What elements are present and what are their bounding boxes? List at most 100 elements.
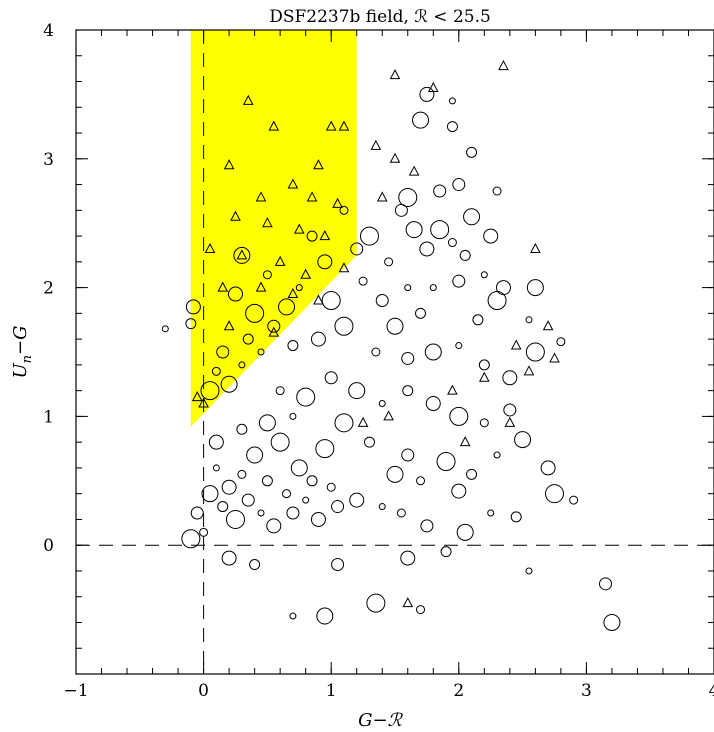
- triangle-point: [408, 165, 420, 176]
- circle-point: [296, 387, 316, 407]
- chart-title: DSF2237b field, ℛ < 25.5: [269, 7, 491, 27]
- x-tick-label: 1: [326, 681, 337, 701]
- circle-point: [316, 607, 334, 625]
- plot-area: [76, 30, 714, 674]
- circle-point: [317, 254, 333, 270]
- triangle-point: [530, 242, 541, 253]
- circle-point: [349, 492, 365, 508]
- circle-point: [466, 468, 478, 480]
- circle-point: [278, 298, 296, 316]
- circle-point: [290, 459, 308, 477]
- circle-point: [226, 509, 245, 529]
- circle-point: [350, 242, 364, 256]
- circle-point: [452, 178, 466, 192]
- circle-point: [257, 348, 265, 356]
- circle-point: [487, 290, 507, 310]
- circle-point: [545, 484, 564, 504]
- circle-point: [371, 347, 381, 357]
- y-tick-label: 1: [43, 407, 54, 427]
- circle-point: [424, 343, 442, 361]
- x-tick-label: 4: [709, 681, 714, 701]
- triangle-point: [287, 178, 299, 189]
- circle-point: [211, 366, 221, 376]
- circle-point: [348, 382, 366, 400]
- circle-point: [569, 495, 579, 505]
- circle-point: [404, 284, 412, 292]
- circle-point: [241, 493, 255, 507]
- circle-point: [415, 307, 427, 319]
- triangle-point: [510, 339, 522, 350]
- plot-frame: [75, 29, 714, 675]
- circle-point: [185, 318, 197, 330]
- circle-point: [295, 284, 303, 292]
- triangle-point: [191, 391, 203, 402]
- x-axis-ticks: −1 0 1 2 3 4: [63, 30, 714, 701]
- circle-point: [455, 342, 463, 350]
- triangle-point: [376, 191, 388, 202]
- y-tick-label: 3: [43, 150, 54, 170]
- circle-point: [451, 483, 467, 499]
- triangle-point: [268, 120, 280, 131]
- circle-point: [378, 400, 386, 408]
- circle-point: [270, 432, 290, 452]
- circle-point: [401, 448, 415, 462]
- circle-point: [216, 345, 230, 359]
- circle-point: [526, 279, 544, 297]
- circle-point: [440, 546, 452, 558]
- circle-point: [306, 475, 318, 487]
- circle-point: [161, 325, 169, 333]
- circle-point: [480, 271, 488, 279]
- triangle-point: [223, 320, 235, 331]
- circle-point: [282, 489, 292, 499]
- triangle-point: [338, 120, 350, 131]
- circle-point: [246, 446, 264, 464]
- circle-point: [199, 527, 209, 537]
- circle-point: [599, 577, 613, 591]
- triangle-point: [542, 320, 554, 331]
- triangle-point: [300, 268, 312, 279]
- triangle-point: [504, 416, 516, 427]
- circle-point: [452, 274, 466, 288]
- circle-point: [463, 208, 481, 226]
- circle-point: [359, 226, 379, 246]
- x-tick-label: 3: [581, 681, 592, 701]
- triangle-point: [389, 152, 401, 163]
- circle-point: [306, 230, 318, 242]
- circle-point: [446, 121, 458, 133]
- triangle-point: [255, 281, 267, 292]
- circle-point: [495, 280, 511, 296]
- circle-point: [556, 337, 566, 347]
- circle-point: [287, 340, 299, 352]
- circle-point: [238, 361, 246, 369]
- circle-point: [384, 257, 394, 267]
- circle-point: [472, 314, 484, 326]
- circle-point: [510, 511, 522, 523]
- circle-point: [331, 500, 345, 514]
- circle-point: [375, 293, 389, 307]
- circle-point: [419, 86, 435, 102]
- triangle-point: [402, 597, 414, 608]
- triangle-point: [357, 416, 369, 427]
- circle-point: [324, 371, 338, 385]
- circle-point: [237, 469, 247, 479]
- circle-point: [334, 316, 354, 336]
- triangle-point: [217, 281, 229, 292]
- circle-point: [310, 331, 326, 347]
- circle-point: [396, 508, 406, 518]
- circle-point: [402, 385, 414, 397]
- circle-point: [310, 511, 326, 527]
- circle-point: [228, 286, 243, 302]
- y-tick-label: 4: [43, 21, 54, 41]
- y-tick-label: 2: [43, 279, 54, 299]
- triangle-point: [274, 255, 286, 266]
- circle-point: [478, 359, 490, 371]
- triangle-point: [293, 223, 305, 234]
- circle-point: [181, 529, 201, 549]
- circle-point: [200, 381, 220, 401]
- circle-point: [479, 418, 489, 428]
- circle-point: [420, 519, 434, 533]
- circle-point: [525, 316, 533, 324]
- circle-point: [257, 509, 265, 517]
- circle-point: [289, 412, 297, 420]
